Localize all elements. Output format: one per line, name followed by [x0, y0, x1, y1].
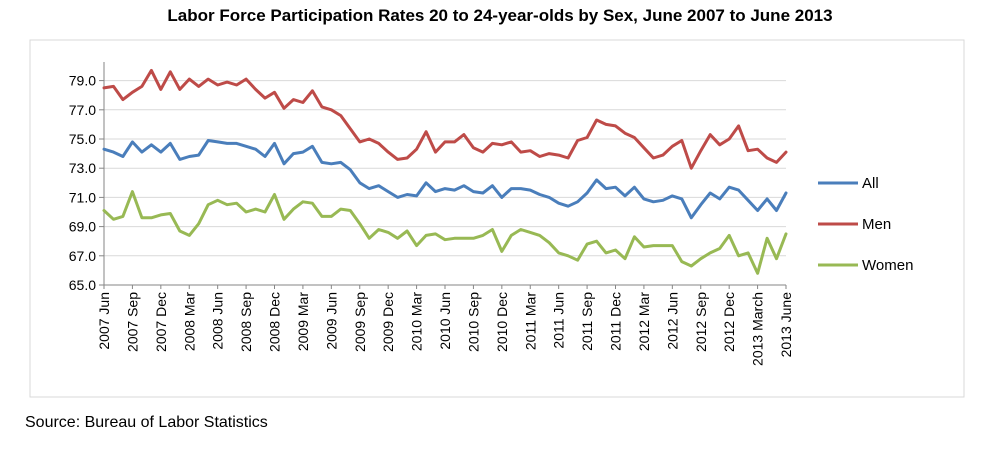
x-tick-label: 2008 Dec — [267, 292, 283, 352]
series-line-all — [102, 139, 788, 220]
x-tick-label: 2010 Mar — [409, 292, 425, 351]
x-tick-label: 2010 Jun — [437, 292, 453, 350]
x-tick-label: 2009 Mar — [295, 292, 311, 351]
x-tick-label: 2010 Sep — [465, 292, 481, 352]
x-tick-label: 2009 Jun — [323, 292, 339, 350]
legend-label-women: Women — [862, 257, 913, 274]
series-men — [102, 68, 788, 170]
x-tick-label: 2011 Mar — [522, 292, 538, 350]
legend: All Men Women — [818, 175, 913, 274]
x-tick-label: 2013 March — [750, 292, 766, 366]
x-tick-label: 2012 Dec — [721, 292, 737, 352]
y-tick-label: 75.0 — [69, 131, 96, 147]
y-tick-label: 65.0 — [69, 277, 96, 293]
x-tick-label: 2007 Dec — [153, 292, 169, 352]
series-all — [102, 139, 788, 220]
x-tick-label: 2009 Dec — [380, 292, 396, 352]
x-tick-label: 2012 Mar — [636, 292, 652, 351]
series-line-men — [102, 68, 788, 170]
x-tick-label: 2008 Mar — [181, 292, 197, 351]
y-tick-label: 71.0 — [69, 189, 96, 205]
y-tick-label: 77.0 — [69, 102, 96, 118]
y-tick-label: 69.0 — [69, 219, 96, 235]
axes — [99, 62, 787, 289]
x-tick-label: 2010 Dec — [494, 292, 510, 352]
x-tick-label: 2012 Sep — [693, 292, 709, 352]
x-tick-label: 2007 Jun — [96, 292, 112, 350]
source-note: Source: Bureau of Labor Statistics — [25, 414, 268, 431]
series-women — [102, 190, 788, 275]
x-tick-label: 2011 Sep — [579, 292, 595, 351]
x-tick-label: 2011 Jun — [551, 292, 567, 349]
x-tick-label: 2008 Jun — [210, 292, 226, 350]
legend-label-all: All — [862, 175, 879, 192]
x-tick-label: 2007 Sep — [124, 292, 140, 352]
y-tick-label: 79.0 — [69, 73, 96, 89]
x-tick-label: 2011 Dec — [608, 292, 624, 351]
y-tick-label: 73.0 — [69, 160, 96, 176]
x-tick-label: 2008 Sep — [238, 292, 254, 352]
y-tick-label: 67.0 — [69, 248, 96, 264]
x-tick-label: 2013 June — [778, 292, 794, 358]
x-tick-label: 2009 Sep — [352, 292, 368, 352]
series-line-women — [102, 190, 788, 275]
x-tick-label: 2012 Jun — [664, 292, 680, 350]
y-axis-ticks: 65.0 67.0 69.0 71.0 73.0 75.0 77.0 79.0 — [69, 73, 96, 293]
chart-title: Labor Force Participation Rates 20 to 24… — [167, 6, 833, 25]
gridlines — [104, 80, 786, 257]
chart-border — [29, 39, 965, 398]
x-axis-ticks: 2007 Jun 2007 Sep 2007 Dec 2008 Mar 2008 Jun… — [96, 292, 794, 366]
legend-label-men: Men — [862, 216, 891, 233]
series-lines — [102, 68, 788, 275]
